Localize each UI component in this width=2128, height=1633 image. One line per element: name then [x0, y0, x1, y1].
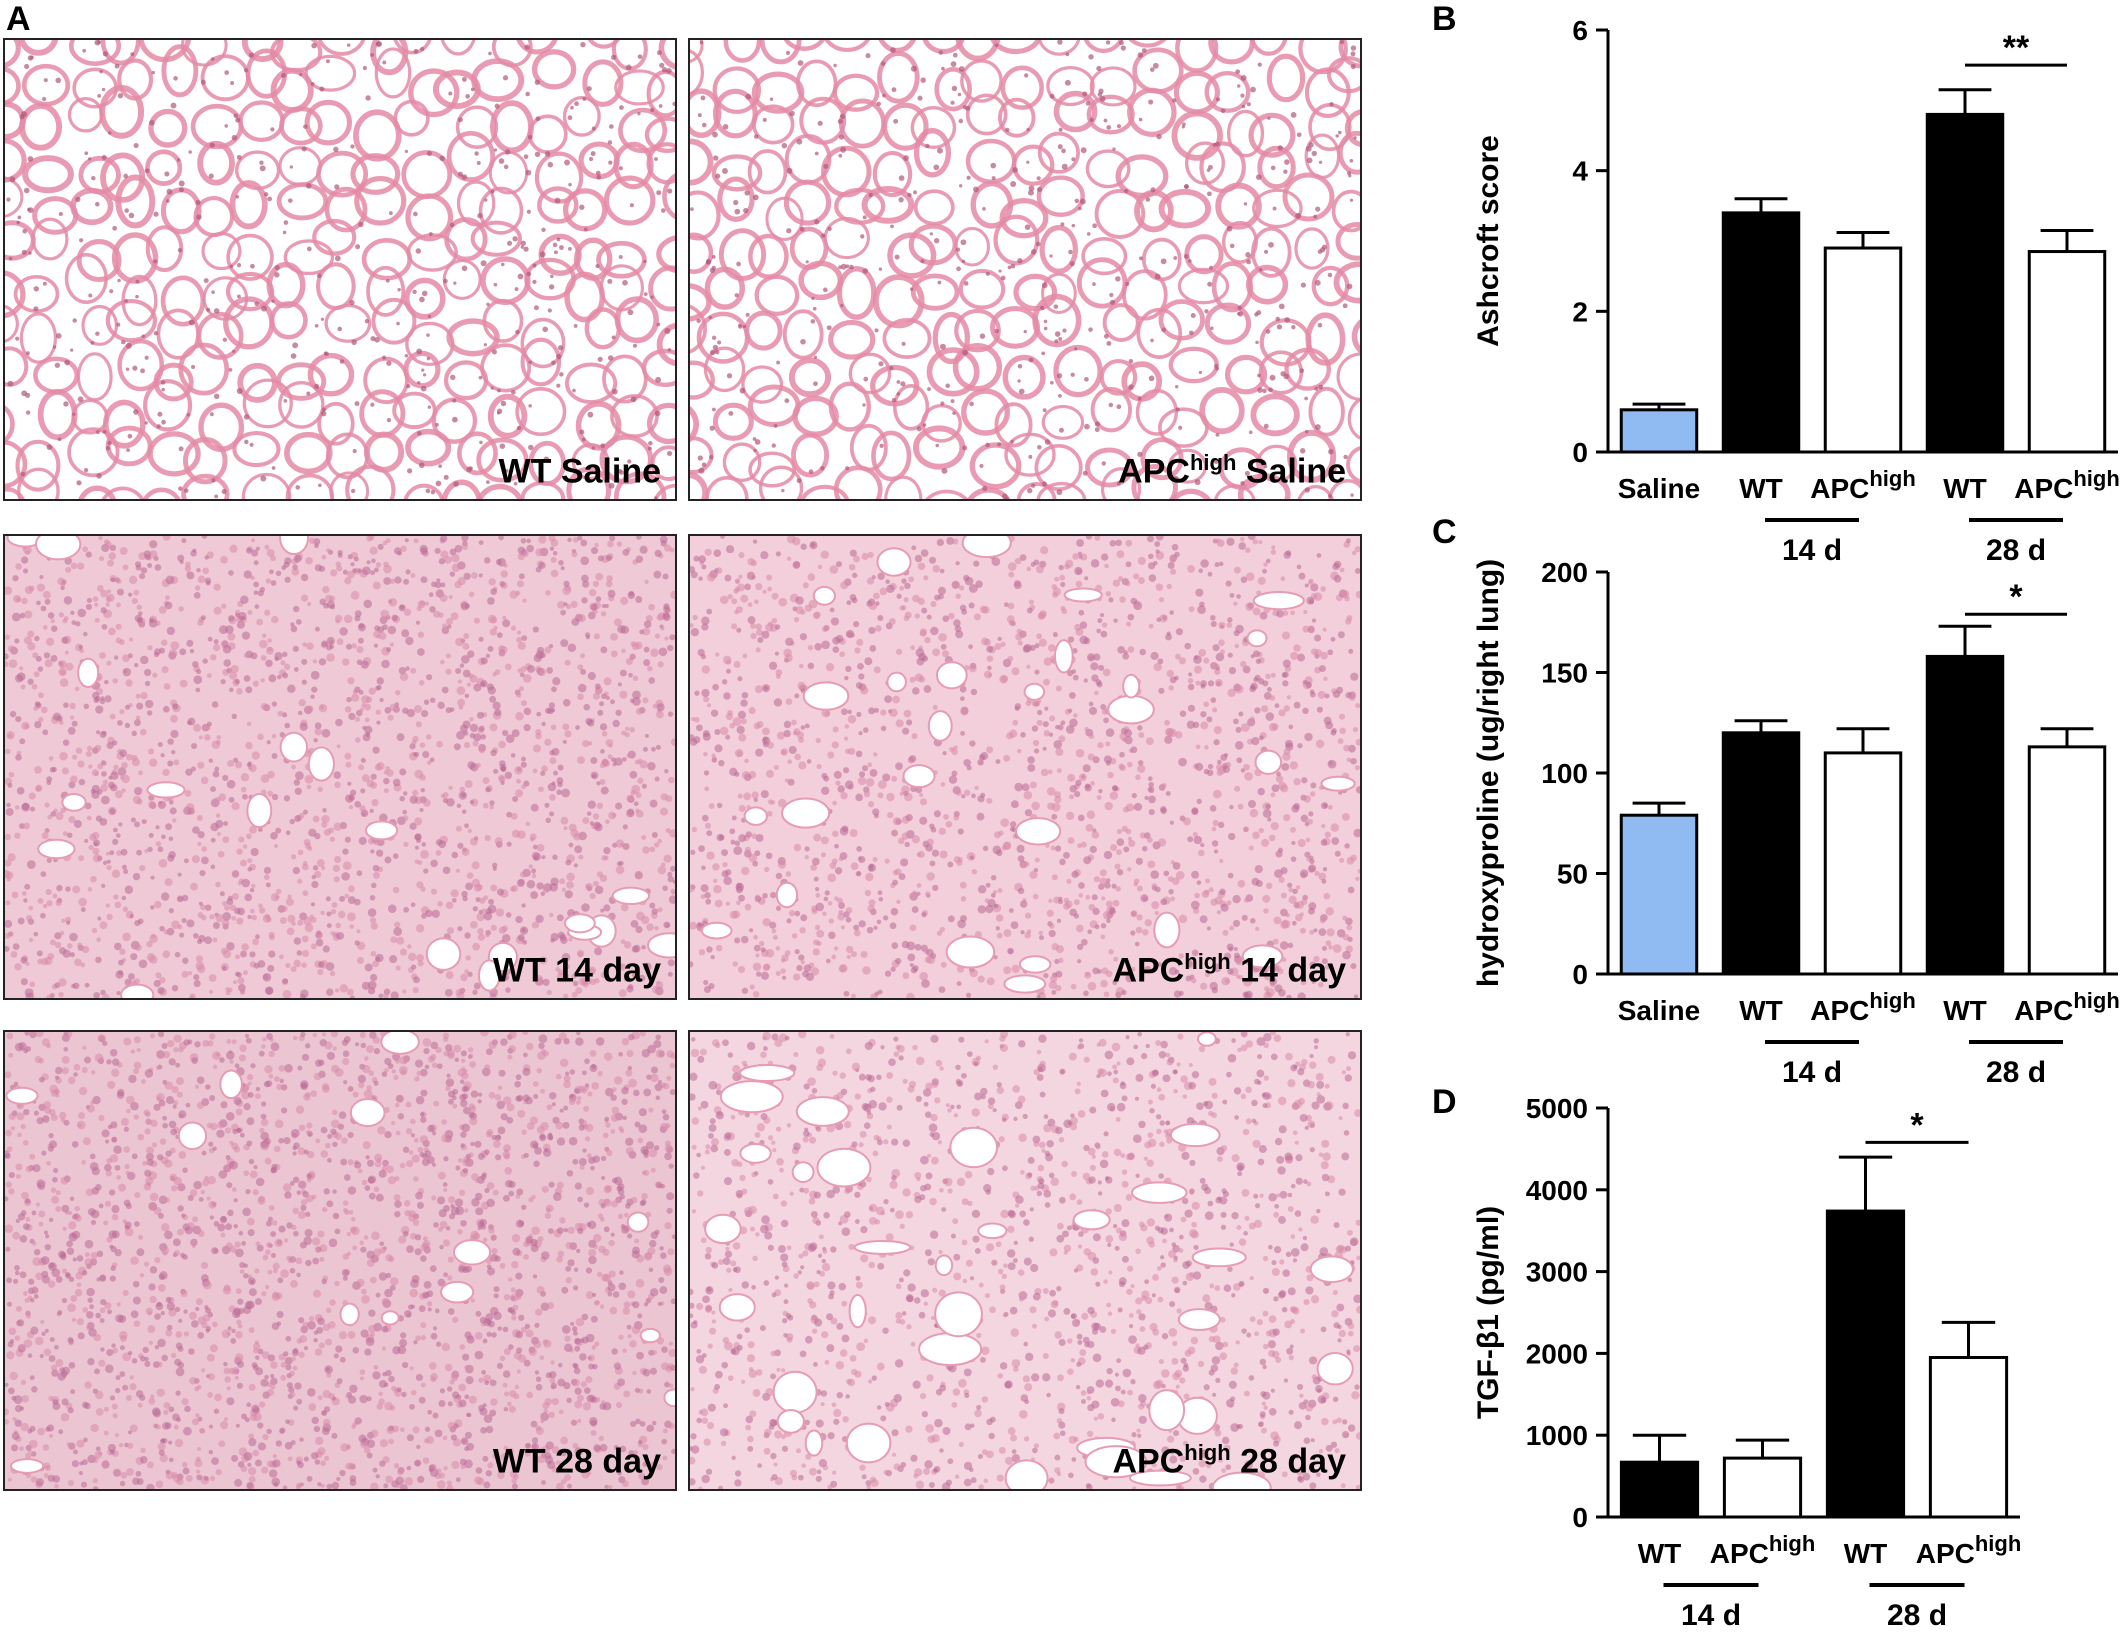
x-tick-label: WT	[1739, 995, 1783, 1026]
y-tick-label: 4	[1572, 156, 1588, 187]
bar	[1823, 246, 1903, 454]
micrograph-caption: WT 28 day	[492, 1442, 661, 1480]
x-tick-label: Saline	[1618, 473, 1700, 504]
x-tick-label: WT	[1844, 1538, 1888, 1569]
panel-letter-d: D	[1432, 1083, 1457, 1121]
bar	[1721, 731, 1801, 976]
bar	[1721, 211, 1801, 454]
tissue-texture	[5, 40, 675, 499]
group-label: 14 d	[1681, 1599, 1741, 1632]
x-tick-label: WT	[1943, 473, 1987, 504]
micrograph-caption: APChigh 14 day	[1112, 948, 1346, 989]
x-tick-label: APChigh	[1810, 466, 1916, 504]
y-tick-label: 3000	[1526, 1257, 1588, 1288]
tissue-texture	[690, 40, 1360, 499]
micrograph-caption: APChigh Saline	[1118, 449, 1346, 490]
panel-letter-b: B	[1432, 0, 1457, 38]
bar	[1619, 1460, 1700, 1519]
bar	[1925, 654, 2005, 976]
micrograph-wt-saline: WT Saline	[3, 38, 677, 501]
y-tick-label: 0	[1572, 1502, 1588, 1533]
group-label: 28 d	[1986, 1056, 2046, 1089]
y-tick-label: 150	[1541, 658, 1588, 689]
y-axis-label: TGF-β1 (pg/ml)	[1472, 1206, 1505, 1419]
y-axis-label: hydroxyproline (ug/right lung)	[1472, 559, 1505, 987]
significance-marker: **	[2003, 29, 2030, 67]
x-tick-label: APChigh	[2014, 988, 2120, 1026]
y-tick-label: 6	[1572, 15, 1588, 46]
bar	[1619, 813, 1699, 976]
x-tick-label: APChigh	[1810, 988, 1916, 1026]
y-tick-label: 0	[1572, 437, 1588, 468]
y-tick-label: 50	[1557, 859, 1588, 890]
y-tick-label: 200	[1541, 557, 1588, 588]
y-tick-label: 100	[1541, 758, 1588, 789]
bar	[1722, 1456, 1803, 1519]
group-label: 14 d	[1782, 1056, 1842, 1089]
x-tick-label: APChigh	[1710, 1531, 1816, 1569]
tissue-texture	[690, 536, 1360, 998]
tissue-texture	[5, 1032, 675, 1489]
micrograph-caption: WT Saline	[498, 452, 661, 490]
y-tick-label: 5000	[1526, 1093, 1588, 1124]
micrograph-caption: WT 14 day	[492, 951, 661, 989]
chart-ashcroft-score: 0 2 4 6 Ashcroft score Saline WT APChigh WT APChi…	[1472, 15, 2120, 567]
x-tick-label: APChigh	[1916, 1531, 2022, 1569]
bar	[1823, 751, 1903, 976]
bar	[1825, 1209, 1906, 1519]
micrograph-wt-28day: WT 28 day	[3, 1030, 677, 1491]
x-tick-label: WT	[1638, 1538, 1682, 1569]
micrograph-apc-28day: APChigh 28 day	[688, 1030, 1362, 1491]
micrograph-apc-saline: APChigh Saline	[688, 38, 1362, 501]
micrograph-wt-14day: WT 14 day	[3, 534, 677, 1000]
y-tick-label: 4000	[1526, 1175, 1588, 1206]
tissue-texture	[690, 1032, 1360, 1489]
x-tick-label: APChigh	[2014, 466, 2120, 504]
group-label: 28 d	[1986, 534, 2046, 567]
group-label: 14 d	[1782, 534, 1842, 567]
tissue-texture	[5, 536, 675, 998]
chart-tgf-beta1: 0 1000 2000 3000 4000 5000 TGF-β1 (pg/ml) WT APC…	[1472, 1093, 2022, 1632]
y-axis-label: Ashcroft score	[1472, 135, 1505, 347]
y-tick-label: 2	[1572, 296, 1588, 327]
group-label: 28 d	[1887, 1599, 1947, 1632]
y-tick-label: 2000	[1526, 1338, 1588, 1369]
micrograph-caption: APChigh 28 day	[1112, 1439, 1346, 1480]
y-tick-label: 1000	[1526, 1420, 1588, 1451]
panel-letter-a: A	[6, 0, 31, 38]
panel-letter-c: C	[1432, 513, 1457, 551]
bar	[1925, 112, 2005, 454]
x-tick-label: WT	[1943, 995, 1987, 1026]
significance-marker: *	[2009, 578, 2023, 616]
significance-marker: *	[1910, 1106, 1924, 1144]
bar	[1619, 408, 1699, 454]
bar	[2027, 745, 2107, 976]
y-tick-label: 0	[1572, 959, 1588, 990]
x-tick-label: Saline	[1618, 995, 1700, 1026]
bar	[2027, 250, 2107, 454]
x-tick-label: WT	[1739, 473, 1783, 504]
micrograph-apc-14day: APChigh 14 day	[688, 534, 1362, 1000]
bar	[1928, 1355, 2009, 1519]
chart-hydroxyproline: 0 50 100 150 200 hydroxyproline (ug/right lun…	[1472, 557, 2120, 1089]
